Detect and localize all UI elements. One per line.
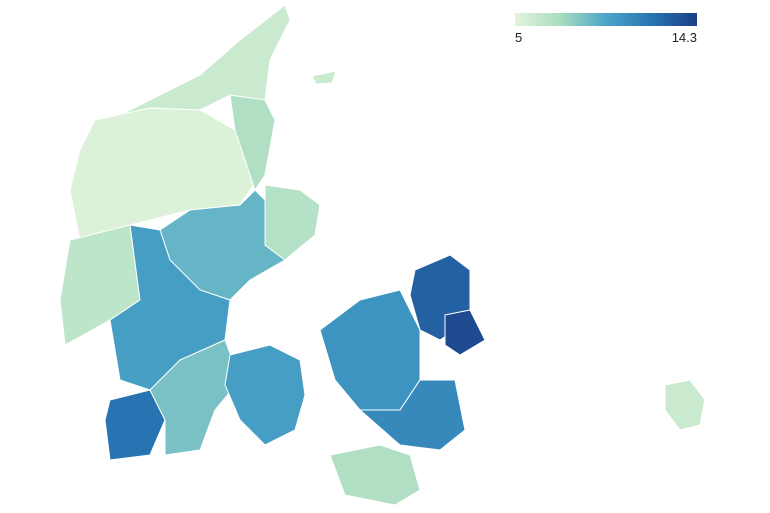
region <box>264 184 321 261</box>
region <box>149 339 241 456</box>
legend-min: 5 <box>515 30 522 45</box>
legend-scale <box>515 13 697 26</box>
region <box>444 309 486 356</box>
region <box>224 344 306 446</box>
region <box>329 444 421 506</box>
region <box>319 289 421 411</box>
region <box>311 70 337 85</box>
region <box>119 4 291 116</box>
region <box>229 94 276 192</box>
regions <box>59 4 706 506</box>
region <box>664 379 706 431</box>
legend-max: 14.3 <box>672 30 697 45</box>
region <box>358 379 466 451</box>
